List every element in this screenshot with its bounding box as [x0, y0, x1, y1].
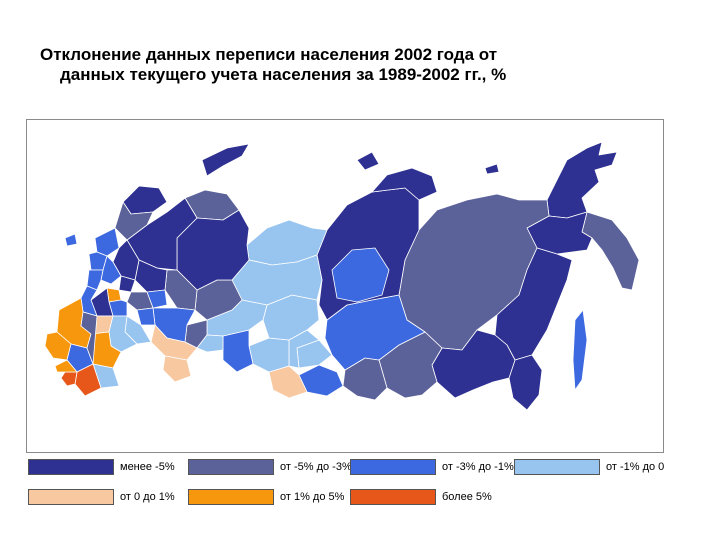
legend-item: от 1% до 5% [188, 488, 344, 506]
legend-item: от 0 до 1% [28, 488, 175, 506]
legend-item: от -5% до -3% [188, 458, 352, 476]
legend-label: от -1% до 0 [606, 461, 665, 473]
legend-swatch [188, 489, 274, 505]
region-novosibirsk [248, 337, 290, 373]
region-severnaya-zemlya [356, 151, 380, 171]
region-khabarovsk [494, 247, 573, 361]
region-chukotka [546, 141, 618, 219]
legend-label: от 0 до 1% [120, 491, 175, 503]
legend-swatch [28, 459, 114, 475]
region-orenburg [150, 324, 198, 361]
region-leningrad [94, 227, 120, 257]
region-chechnya [60, 371, 78, 387]
legend-label: более 5% [442, 491, 492, 503]
map-frame [26, 119, 664, 453]
region-novaya-zemlya [201, 143, 250, 177]
legend-swatch [188, 459, 274, 475]
region-kurgan [196, 334, 224, 353]
region-omsk [222, 329, 254, 373]
region-taymyr [371, 167, 438, 201]
legend-item: более 5% [350, 488, 492, 506]
legend-item: от -3% до -1% [350, 458, 514, 476]
legend-item: от -1% до 0 [514, 458, 664, 476]
legend-swatch [350, 459, 436, 475]
map-title: Отклонение данных переписи населения 200… [40, 45, 660, 85]
map-title-line-2: данных текущего учета населения за 1989-… [60, 65, 507, 84]
map-title-line-1: Отклонение данных переписи населения 200… [40, 45, 498, 64]
region-kaliningrad [64, 233, 78, 247]
region-kabardino [54, 359, 78, 373]
region-murmansk [122, 185, 168, 215]
legend-label: от 1% до 5% [280, 491, 345, 503]
legend-label: менее -5% [120, 461, 175, 473]
region-kurgan-south [162, 355, 192, 383]
legend-item: менее -5% [28, 458, 175, 476]
region-sakhalin [572, 309, 588, 391]
region-kamchatka [581, 211, 640, 291]
region-altai [268, 365, 308, 399]
legend-swatch [514, 459, 600, 475]
region-evenkia [331, 247, 390, 303]
region-tatarstan [136, 307, 156, 326]
region-primorye [508, 354, 543, 411]
russia-regions-map [44, 141, 640, 411]
region-wrangel [484, 163, 500, 175]
legend-label: от -5% до -3% [280, 461, 352, 473]
legend-swatch [28, 489, 114, 505]
map-legend: менее -5% от -5% до -3% от -3% до -1% от… [24, 458, 704, 518]
region-smolensk [86, 269, 104, 291]
region-kalmykia [80, 311, 98, 365]
legend-label: от -3% до -1% [442, 461, 514, 473]
legend-swatch [350, 489, 436, 505]
